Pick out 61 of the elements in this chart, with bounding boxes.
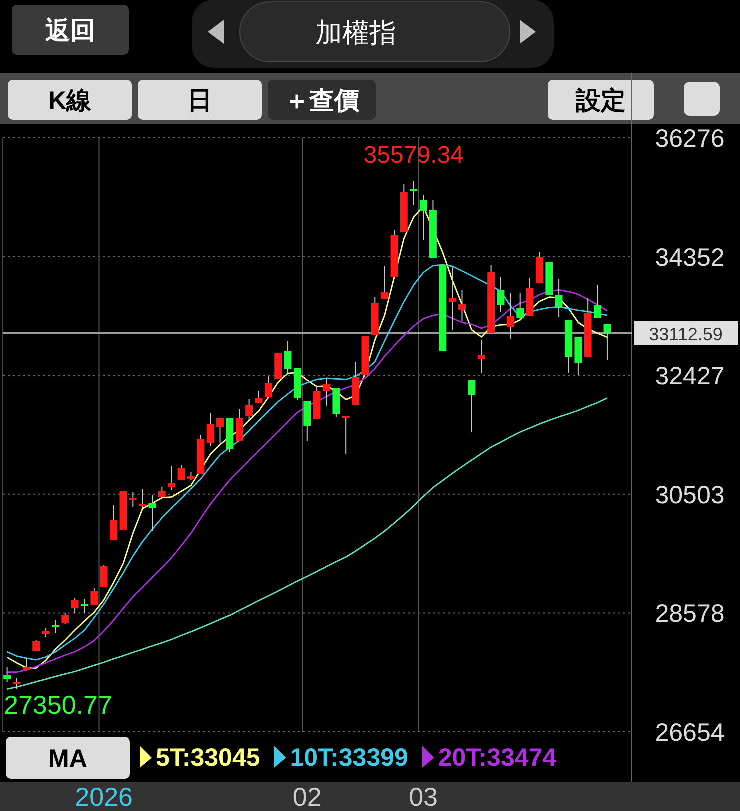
y-tick-label: 32427 <box>655 362 725 391</box>
candlestick <box>594 284 602 319</box>
candlestick <box>236 408 244 442</box>
candlestick <box>246 398 253 421</box>
text: 日 <box>188 87 212 115</box>
candlestick <box>284 340 292 374</box>
candlestick <box>4 666 11 683</box>
candlestick <box>42 628 50 638</box>
chart-title: 加權指 <box>316 18 396 48</box>
text: MA <box>48 745 88 773</box>
annotation: 27350.77 <box>4 690 112 720</box>
text: ＋查價 <box>284 87 360 115</box>
candlestick <box>100 564 108 588</box>
text: K線 <box>48 87 93 115</box>
candlestick <box>52 620 60 634</box>
line-series <box>6 398 608 690</box>
candlestick <box>255 390 263 404</box>
candlestick <box>410 180 418 206</box>
candlestick <box>216 418 224 444</box>
candlestick <box>478 340 486 374</box>
candlestick <box>206 412 214 447</box>
legend-label: 20T:33474 <box>438 744 557 772</box>
candlestick <box>458 290 466 322</box>
candlestick <box>342 416 350 455</box>
candlestick <box>129 492 137 508</box>
candlestick <box>264 376 272 398</box>
candlestick <box>323 378 330 407</box>
candlestick <box>555 278 563 318</box>
ref-line-label: 33112.59 <box>649 324 723 344</box>
candlestick <box>516 292 524 321</box>
candlestick <box>420 194 428 241</box>
x-tick-label: 2026 <box>75 782 134 811</box>
candlestick <box>168 466 176 491</box>
legend-label: 10T:33399 <box>290 744 408 772</box>
text: 設定 <box>575 87 626 115</box>
candlestick <box>22 658 30 671</box>
candlestick <box>604 324 612 361</box>
candlestick <box>381 266 389 300</box>
y-tick-label: 26654 <box>655 719 725 747</box>
candlestick <box>178 464 186 481</box>
candlestick <box>81 598 88 614</box>
x-tick-label: 03 <box>409 782 438 811</box>
legend-label: 5T:33045 <box>156 744 260 772</box>
candlestick <box>110 504 118 541</box>
annotation: 35579.34 <box>364 142 464 170</box>
candlestick <box>468 380 476 433</box>
candlestick <box>148 494 156 532</box>
candlestick <box>13 678 21 690</box>
candlestick <box>62 612 70 625</box>
candlestick <box>71 598 79 614</box>
text: 返回 <box>44 17 96 45</box>
y-tick-label: 30503 <box>655 481 725 510</box>
x-tick-label: 02 <box>292 782 322 811</box>
candlestick <box>448 266 456 331</box>
y-tick-label: 28578 <box>655 600 725 628</box>
candlestick <box>90 588 98 606</box>
y-tick-label: 36276 <box>655 125 725 153</box>
candlestick <box>32 640 40 652</box>
y-tick-label: 34352 <box>655 244 725 272</box>
candlestick <box>506 292 514 340</box>
candlestick <box>497 276 505 313</box>
